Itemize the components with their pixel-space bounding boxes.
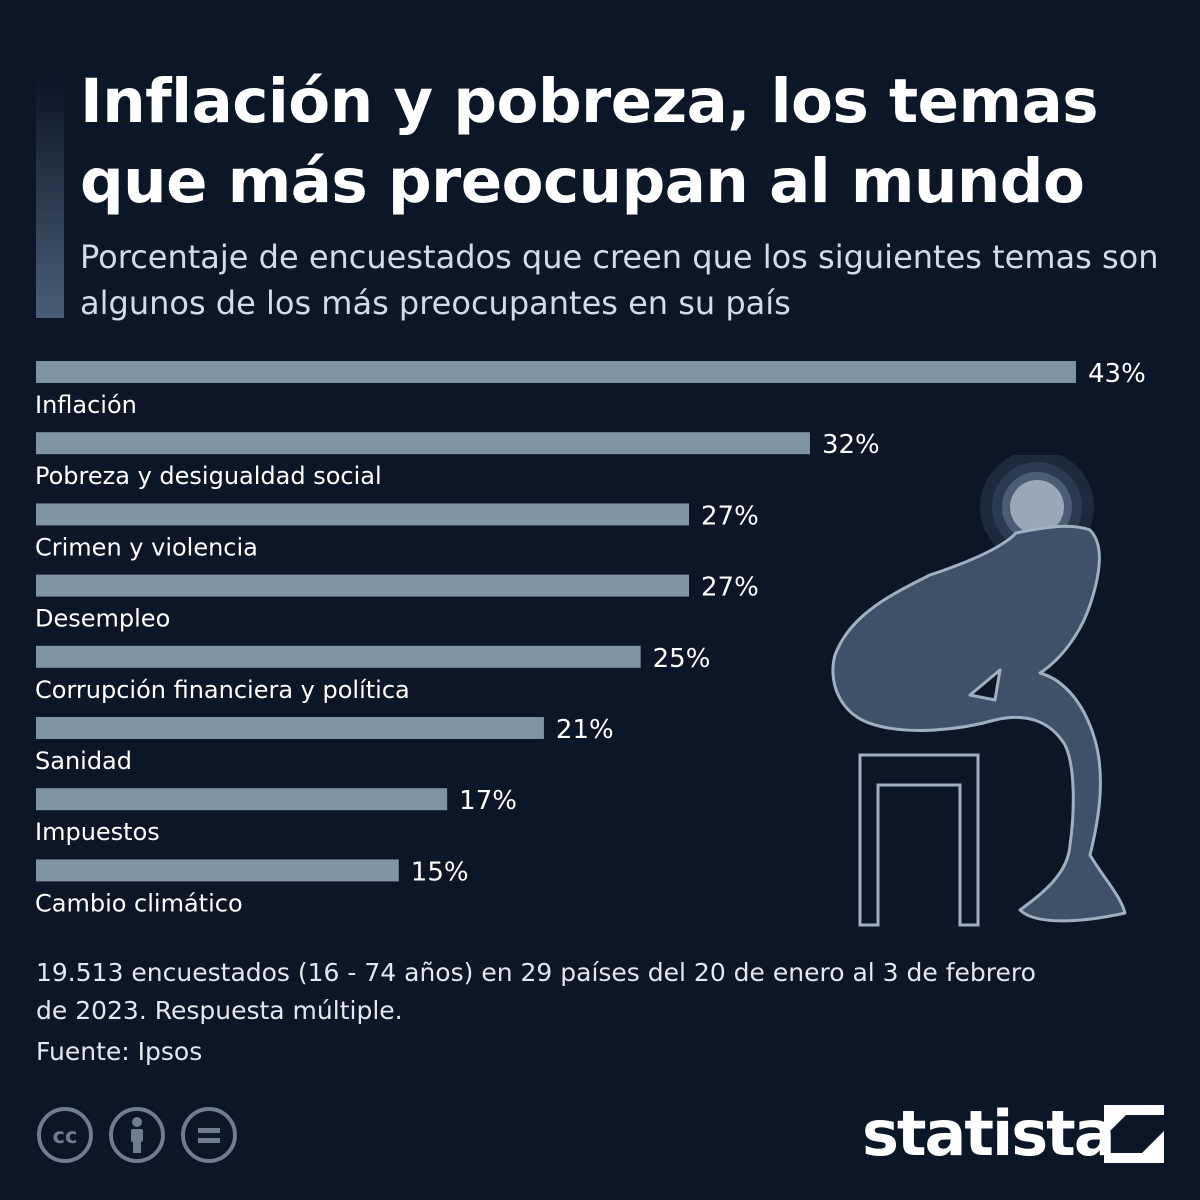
category-label: Crimen y violencia xyxy=(35,533,258,561)
no-derivatives-icon[interactable] xyxy=(180,1106,238,1164)
statista-logo-text[interactable]: statista xyxy=(862,1097,1116,1170)
svg-text:cc: cc xyxy=(53,1124,78,1148)
bar-value-label: 43% xyxy=(1088,359,1146,389)
attribution-icon[interactable] xyxy=(108,1106,166,1164)
category-label: Corrupción financiera y política xyxy=(35,676,410,704)
bar xyxy=(36,645,641,668)
body-silhouette xyxy=(831,524,1127,923)
bar-value-label: 27% xyxy=(701,501,759,531)
bar xyxy=(36,574,690,597)
accent-bar xyxy=(36,78,64,318)
bar-chart: 43% Inflación 32% Pobreza y desigualdad soc… xyxy=(35,359,1146,917)
bar-value-label: 27% xyxy=(701,573,759,603)
statista-logo-mark[interactable] xyxy=(1104,1105,1164,1163)
category-label: Sanidad xyxy=(35,747,132,775)
bar-value-label: 21% xyxy=(556,715,614,745)
category-label: Cambio climático xyxy=(35,889,243,917)
chair xyxy=(858,753,980,927)
head xyxy=(1010,480,1064,534)
category-label: Impuestos xyxy=(35,818,160,846)
bar xyxy=(36,717,544,739)
bar xyxy=(36,361,1076,383)
worried-person-illustration xyxy=(831,455,1127,927)
bar xyxy=(36,788,448,811)
chart-subtitle: Porcentaje de encuestados que creen que … xyxy=(80,238,1159,322)
category-label: Desempleo xyxy=(35,605,170,633)
category-label: Pobreza y desigualdad social xyxy=(35,462,382,490)
creative-commons-icon[interactable]: cc xyxy=(36,1106,94,1164)
bar xyxy=(36,432,810,455)
chart-title: Inflación y pobreza, los temas que más p… xyxy=(80,66,1099,217)
bar-value-label: 17% xyxy=(459,786,517,816)
bar-value-label: 25% xyxy=(653,644,711,674)
bar xyxy=(36,503,690,526)
bar xyxy=(36,859,399,882)
bar-value-label: 15% xyxy=(411,857,469,887)
bar-value-label: 32% xyxy=(822,430,880,460)
source-note: Fuente: Ipsos xyxy=(36,1037,203,1066)
survey-note: 19.513 encuestados (16 - 74 años) en 29 … xyxy=(36,958,1036,1025)
category-label: Inflación xyxy=(35,391,137,419)
